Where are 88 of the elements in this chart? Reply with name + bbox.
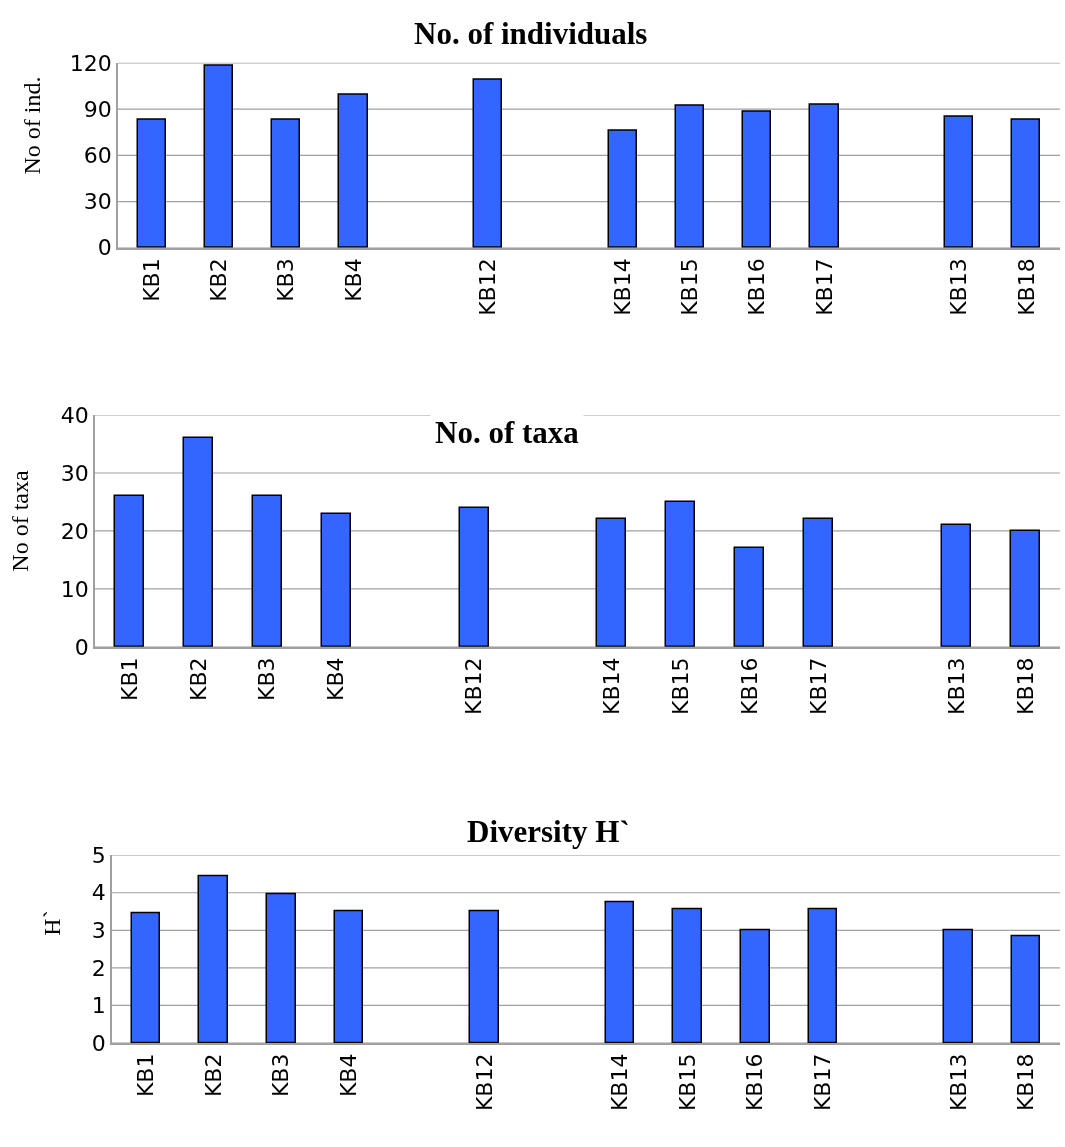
x-tick-label: KB17 [811, 258, 837, 316]
x-tick-label: KB15 [677, 258, 703, 316]
bar [741, 110, 771, 248]
bar [604, 900, 634, 1044]
bar [468, 909, 499, 1044]
x-tick-label: KB1 [138, 258, 164, 302]
bar [130, 911, 160, 1044]
x-tick-label: KB12 [471, 1053, 497, 1112]
bar [265, 892, 296, 1044]
y-tick-label: 0 [97, 235, 112, 261]
x-tick-label: KB16 [742, 1053, 768, 1112]
y-tick-label: 1 [91, 993, 106, 1019]
x-tick-label: KB4 [340, 258, 366, 302]
y-tick-label: 10 [60, 576, 89, 602]
y-tick-label: 4 [91, 880, 106, 906]
x-tick-label: KB14 [607, 1053, 633, 1112]
x-tick-label: KB13 [946, 258, 972, 316]
x-tick-label: KB16 [744, 258, 770, 316]
bar [203, 64, 233, 248]
y-tick-label: 90 [83, 96, 112, 122]
x-tick-label: KB15 [674, 1053, 700, 1112]
bar [113, 494, 144, 647]
x-tick-label: KB18 [1013, 1053, 1039, 1112]
y-tick-label: 30 [83, 189, 112, 215]
bar [943, 115, 973, 248]
bar [136, 118, 166, 248]
bar [674, 104, 704, 248]
y-tick-label: 20 [60, 518, 89, 544]
bar [808, 103, 839, 248]
chart-title: Diversity H` [467, 814, 630, 849]
bar [472, 78, 502, 248]
bar [802, 517, 833, 647]
bar [607, 129, 637, 248]
bar [739, 928, 770, 1044]
bar [940, 523, 971, 647]
y-tick-label: 2 [91, 955, 106, 981]
x-tick-label: KB4 [323, 657, 349, 701]
y-tick-label: 3 [91, 918, 106, 944]
bar [333, 909, 363, 1044]
bar [1010, 118, 1040, 248]
x-tick-label: KB1 [133, 1053, 159, 1098]
y-tick-label: 0 [91, 1030, 106, 1056]
y-axis-title: No of taxa [7, 470, 34, 572]
bar [807, 907, 837, 1044]
y-tick-label: 5 [91, 842, 106, 868]
bar [197, 874, 228, 1044]
x-tick-label: KB2 [206, 258, 232, 302]
bar [337, 93, 368, 248]
bar [182, 436, 213, 647]
x-tick-label: KB2 [185, 657, 211, 701]
x-tick-label: KB13 [945, 1053, 971, 1112]
x-tick-label: KB2 [200, 1053, 226, 1098]
x-tick-label: KB3 [254, 657, 280, 701]
x-tick-label: KB3 [273, 258, 299, 302]
bar [458, 506, 489, 647]
y-tick-label: 0 [74, 634, 89, 660]
y-tick-label: 60 [83, 143, 112, 169]
chart-title: No. of taxa [435, 415, 580, 450]
y-tick-label: 30 [60, 460, 89, 486]
x-tick-label: KB17 [805, 657, 831, 715]
y-tick-label: 40 [60, 402, 89, 428]
y-tick-label: 120 [69, 50, 112, 76]
x-tick-label: KB1 [116, 657, 142, 701]
bar [942, 928, 973, 1044]
x-tick-label: KB12 [461, 657, 487, 715]
bar [595, 517, 626, 647]
x-tick-label: KB12 [475, 258, 501, 316]
bar [251, 494, 282, 647]
y-axis-title: No of ind. [18, 76, 45, 175]
x-tick-label: KB17 [810, 1053, 836, 1112]
x-tick-label: KB16 [736, 657, 762, 715]
bar [270, 118, 300, 248]
bar [733, 546, 764, 647]
chart-title: No. of individuals [414, 16, 648, 51]
x-tick-label: KB18 [1012, 657, 1038, 715]
x-tick-label: KB13 [943, 657, 969, 715]
x-tick-label: KB4 [336, 1053, 362, 1098]
bar [1010, 934, 1040, 1044]
bar [671, 907, 702, 1044]
x-tick-label: KB15 [668, 657, 694, 715]
x-tick-label: KB3 [268, 1053, 294, 1098]
bar [664, 500, 695, 647]
bar [1009, 529, 1040, 647]
bar [320, 512, 351, 647]
x-tick-label: KB14 [609, 258, 635, 316]
y-axis-title: H` [39, 910, 66, 936]
x-tick-label: KB14 [599, 657, 625, 715]
x-tick-label: KB18 [1013, 258, 1039, 316]
